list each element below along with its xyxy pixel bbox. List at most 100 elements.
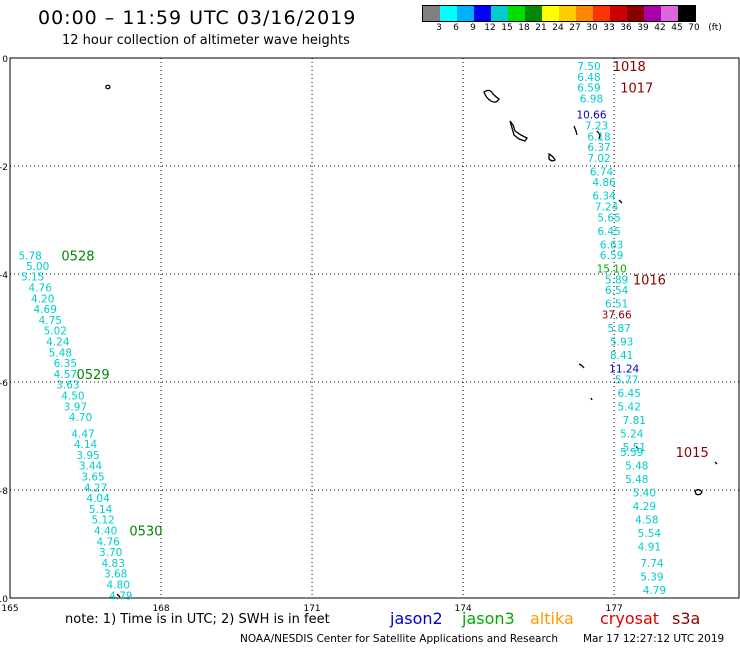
- wave-height-value: 5.54: [638, 528, 662, 540]
- wave-height-value: 37.66: [602, 310, 632, 322]
- map-subtitle: 12 hour collection of altimeter wave hei…: [62, 33, 350, 48]
- longitude-label: 177: [606, 604, 623, 614]
- legend-swatch: [525, 6, 542, 21]
- wave-height-value: 4.91: [638, 542, 661, 554]
- wave-height-value: 4.27: [84, 482, 107, 494]
- longitude-label: 168: [152, 604, 169, 614]
- latitude-label: -10: [0, 595, 8, 605]
- wave-height-value: 5.15: [21, 272, 44, 284]
- legend-swatch: [661, 6, 678, 21]
- legend-tick-label: 33: [603, 23, 615, 33]
- wave-height-value: 4.76: [29, 283, 53, 295]
- latitude-label: -8: [0, 487, 8, 497]
- legend-swatch: [423, 6, 440, 21]
- coastline-islands: [105, 84, 718, 598]
- legend-tick-label: 6: [453, 23, 459, 33]
- credit-line: NOAA/NESDIS Center for Satellite Applica…: [240, 633, 558, 645]
- legend-tick-label: 30: [586, 23, 598, 33]
- wave-height-value: 5.59: [620, 447, 643, 459]
- legend-tick-label: (ft): [708, 23, 722, 33]
- wave-height-value: 3.70: [99, 547, 122, 559]
- legend-swatch: [644, 6, 661, 21]
- wave-height-value: 6.54: [605, 285, 629, 297]
- wave-height-value: 6.45: [597, 226, 620, 238]
- track-time-label: 1017: [620, 82, 653, 97]
- island-abemama-a: [509, 120, 528, 142]
- wave-height-value: 4.75: [39, 315, 62, 327]
- legend-swatch: [457, 6, 474, 21]
- wave-height-value: 6.51: [605, 299, 628, 311]
- wave-height-value: 6.34: [592, 191, 616, 203]
- track-time-label: 1016: [633, 273, 666, 288]
- wave-height-value: 4.79: [643, 585, 666, 597]
- wave-height-value: 5.00: [26, 261, 49, 273]
- wave-height-value: 6.98: [580, 94, 603, 106]
- wave-height-value: 6.74: [590, 166, 614, 178]
- legend-swatch: [474, 6, 491, 21]
- wave-height-value: 5.40: [633, 488, 656, 500]
- wave-height-value: 5.02: [44, 326, 67, 338]
- legend-tick-label: 15: [501, 23, 513, 33]
- wave-height-value: 7.02: [587, 153, 610, 165]
- satellite-jason3: jason3: [462, 609, 515, 628]
- wave-height-value: 4.76: [96, 536, 120, 548]
- legend-swatch: [559, 6, 576, 21]
- wave-height-value: 4.69: [34, 304, 57, 316]
- wave-height-value: 6.63: [600, 239, 623, 251]
- wave-height-value: 5.87: [607, 323, 630, 335]
- wave-height-value: 5.39: [640, 571, 663, 583]
- wave-height-value: 4.47: [71, 428, 94, 440]
- wave-height-value: 4.83: [102, 558, 125, 570]
- island-niutao: [590, 397, 593, 401]
- island-funafuti: [694, 489, 703, 496]
- units-note: note: 1) Time is in UTC; 2) SWH is in fe…: [65, 612, 330, 627]
- wave-height-value: 5.89: [605, 274, 628, 286]
- legend-swatch: [491, 6, 508, 21]
- legend-tick-label: 39: [637, 23, 649, 33]
- wave-height-value: 7.81: [623, 415, 646, 427]
- wave-height-value: 3.44: [79, 461, 103, 473]
- wave-height-value: 4.20: [31, 293, 54, 305]
- wave-height-value: 4.50: [61, 391, 84, 403]
- legend-swatch: [576, 6, 593, 21]
- latitude-label: -4: [0, 271, 8, 281]
- wave-height-value: 8.41: [610, 350, 633, 362]
- wave-height-color-legend: 3 6 9 12 15 18 21 24 27 30 33 36 39 42 45 70 (ft): [422, 5, 722, 36]
- legend-swatch: [542, 6, 559, 21]
- wave-height-value: 4.14: [74, 439, 98, 451]
- wave-height-value: 3.65: [81, 472, 104, 484]
- wave-height-value: 5.48: [625, 461, 648, 473]
- island-nukufetau: [714, 461, 718, 465]
- wave-height-value: 4.40: [94, 526, 117, 538]
- wave-height-value: 6.35: [54, 358, 77, 370]
- wave-height-value: 6.18: [587, 131, 610, 143]
- wave-height-value: 7.50: [577, 61, 600, 73]
- wave-height-value: 5.24: [620, 428, 644, 440]
- island-south: [116, 593, 121, 598]
- island-tarawa: [483, 89, 500, 103]
- wave-height-value: 4.70: [69, 412, 92, 424]
- wave-height-value: 3.95: [76, 450, 99, 462]
- wave-height-value: 4.24: [46, 337, 70, 349]
- latitude-label: -6: [0, 379, 8, 389]
- island-tabiteuea: [618, 199, 623, 204]
- map-grid: [9, 57, 740, 599]
- wave-height-value: 5.48: [625, 474, 648, 486]
- legend-color-bar: [422, 5, 696, 22]
- wave-height-value: 3.97: [64, 401, 87, 413]
- legend-tick-label: 12: [484, 23, 496, 33]
- wave-height-value: 4.86: [592, 177, 616, 189]
- axis-labels: 165 168 171 174 177 0 -2 -4 -6 -8 -10: [0, 55, 623, 614]
- island-nauru: [105, 84, 111, 90]
- island-nui: [635, 446, 640, 450]
- wave-height-value: 4.04: [86, 493, 110, 505]
- wave-height-value: 6.37: [587, 142, 610, 154]
- satellite-altika: altika: [530, 609, 574, 628]
- wave-height-value: 6.48: [577, 72, 600, 84]
- wave-height-value: 15.10: [597, 264, 627, 276]
- wave-height-value: 6.59: [577, 83, 600, 95]
- legend-swatch: [508, 6, 525, 21]
- wave-height-value: 7.23: [585, 121, 608, 133]
- wave-height-value: 11.24: [609, 364, 639, 376]
